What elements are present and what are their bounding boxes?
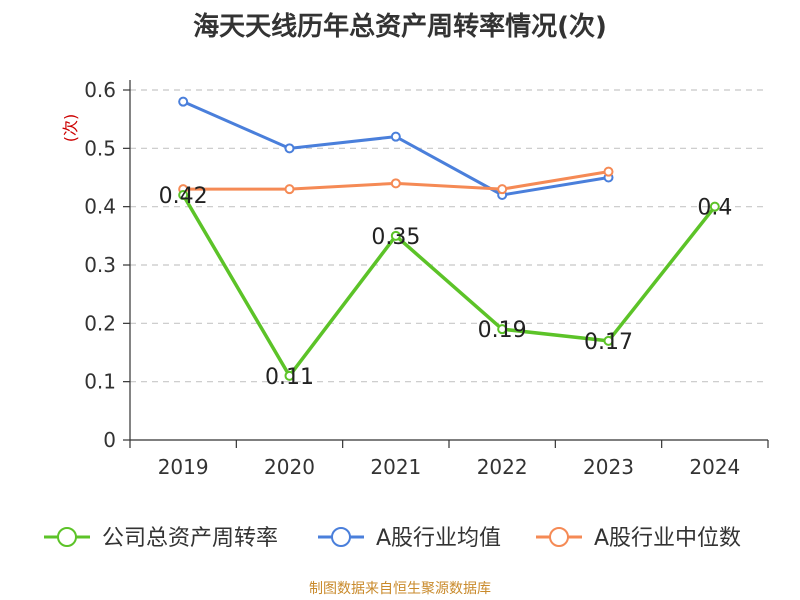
series-1-line <box>181 194 717 378</box>
series-1-point <box>497 324 508 335</box>
series-1-point <box>390 230 401 241</box>
x-tick-label: 2021 <box>370 455 421 479</box>
x-tick-label: 2023 <box>583 455 634 479</box>
y-tick-label: 0.2 <box>84 311 116 335</box>
x-tick-label: 2019 <box>158 455 209 479</box>
y-tick-label: 0.4 <box>84 195 116 219</box>
legend-swatch-marker <box>549 527 569 547</box>
legend-swatch-marker <box>331 527 351 547</box>
data-label: 0.17 <box>584 330 633 355</box>
series-3-point <box>284 184 295 195</box>
data-label: 0.35 <box>371 225 420 250</box>
x-tick-label: 2022 <box>477 455 528 479</box>
series-3-point <box>603 166 614 177</box>
chart-title: 海天天线历年总资产周转率情况(次) <box>193 12 607 42</box>
series-3-point <box>497 184 508 195</box>
y-tick-label: 0.5 <box>84 136 116 160</box>
series-1-point <box>178 190 189 200</box>
y-axis-label: (次) <box>61 114 80 143</box>
y-tick-label: 0.3 <box>84 253 116 277</box>
data-label: 0.4 <box>697 196 732 221</box>
legend-label: A股行业中位数 <box>594 526 741 551</box>
series-1-point <box>284 370 295 381</box>
legend-label: A股行业均值 <box>376 526 501 551</box>
series-2-point <box>178 96 189 107</box>
data-label: 0.42 <box>159 184 208 209</box>
series-2-point <box>284 143 295 154</box>
y-tick-label: 0.6 <box>84 78 116 102</box>
y-tick-label: 0 <box>103 428 116 452</box>
y-tick-label: 0.1 <box>84 370 116 394</box>
series-3-point <box>390 178 401 189</box>
data-label: 0.11 <box>265 365 314 390</box>
x-tick-label: 2024 <box>689 455 740 479</box>
data-label: 0.19 <box>478 318 527 343</box>
series-1-point <box>709 201 720 212</box>
source-note: 制图数据来自恒生聚源数据库 <box>309 581 491 597</box>
x-tick-label: 2020 <box>264 455 315 479</box>
legend-label: 公司总资产周转率 <box>102 526 278 551</box>
series-1-point <box>603 335 614 346</box>
series-2-point <box>390 131 401 142</box>
legend-swatch-marker <box>57 527 77 547</box>
